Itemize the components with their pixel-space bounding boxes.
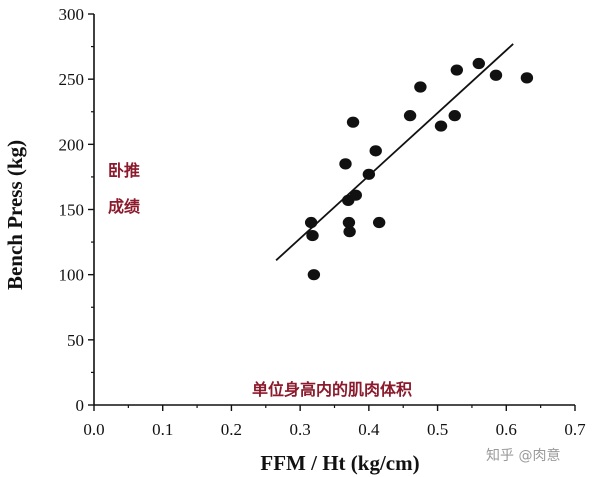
x-tick-label: 0.6: [496, 420, 517, 439]
data-point: [434, 120, 448, 132]
x-tick-label: 0.1: [152, 420, 173, 439]
y-axis-title: Bench Press (kg): [3, 140, 27, 290]
y-tick-label: 0: [76, 396, 85, 415]
x-tick-label: 0.3: [290, 420, 311, 439]
data-point: [372, 216, 386, 229]
x-tick-label: 0.0: [83, 420, 104, 439]
axes: [93, 14, 575, 406]
data-point: [306, 229, 319, 242]
data-point: [307, 269, 321, 281]
y-ticks: 0 50 100 150 200 250 300: [59, 5, 94, 415]
data-point: [520, 72, 534, 84]
data-point: [414, 81, 427, 93]
data-point: [343, 226, 356, 238]
x-tick-label: 0.5: [427, 420, 448, 439]
data-point: [362, 168, 376, 180]
data-points: [304, 57, 534, 281]
y-tick-label: 250: [59, 70, 85, 89]
data-point: [349, 189, 363, 201]
data-point: [450, 64, 464, 76]
x-tick-label: 0.7: [564, 420, 586, 439]
y-tick-label: 150: [59, 201, 85, 220]
ylabel-cn-line1: 卧推: [108, 161, 140, 180]
data-point: [346, 116, 360, 128]
y-tick-label: 50: [67, 331, 84, 350]
data-point: [342, 216, 356, 229]
y-tick-label: 300: [59, 5, 85, 24]
x-axis-title: FFM / Ht (kg/cm): [260, 451, 419, 475]
watermark: 知乎 @肉意: [486, 447, 560, 464]
x-tick-label: 0.2: [221, 420, 242, 439]
y-tick-label: 200: [59, 135, 85, 154]
data-point: [472, 57, 485, 70]
xlabel-cn: 单位身高内的肌肉体积: [252, 380, 412, 399]
data-point: [489, 69, 503, 81]
data-point: [448, 110, 461, 122]
data-point: [369, 145, 382, 157]
y-tick-label: 100: [59, 266, 85, 285]
x-ticks: 0.0 0.1 0.2 0.3 0.4 0.5 0.6 0.7: [83, 405, 586, 439]
data-point: [339, 158, 352, 170]
x-tick-label: 0.4: [358, 420, 380, 439]
data-point: [403, 110, 417, 122]
ylabel-cn-line2: 成绩: [108, 197, 140, 216]
data-point: [304, 216, 318, 229]
